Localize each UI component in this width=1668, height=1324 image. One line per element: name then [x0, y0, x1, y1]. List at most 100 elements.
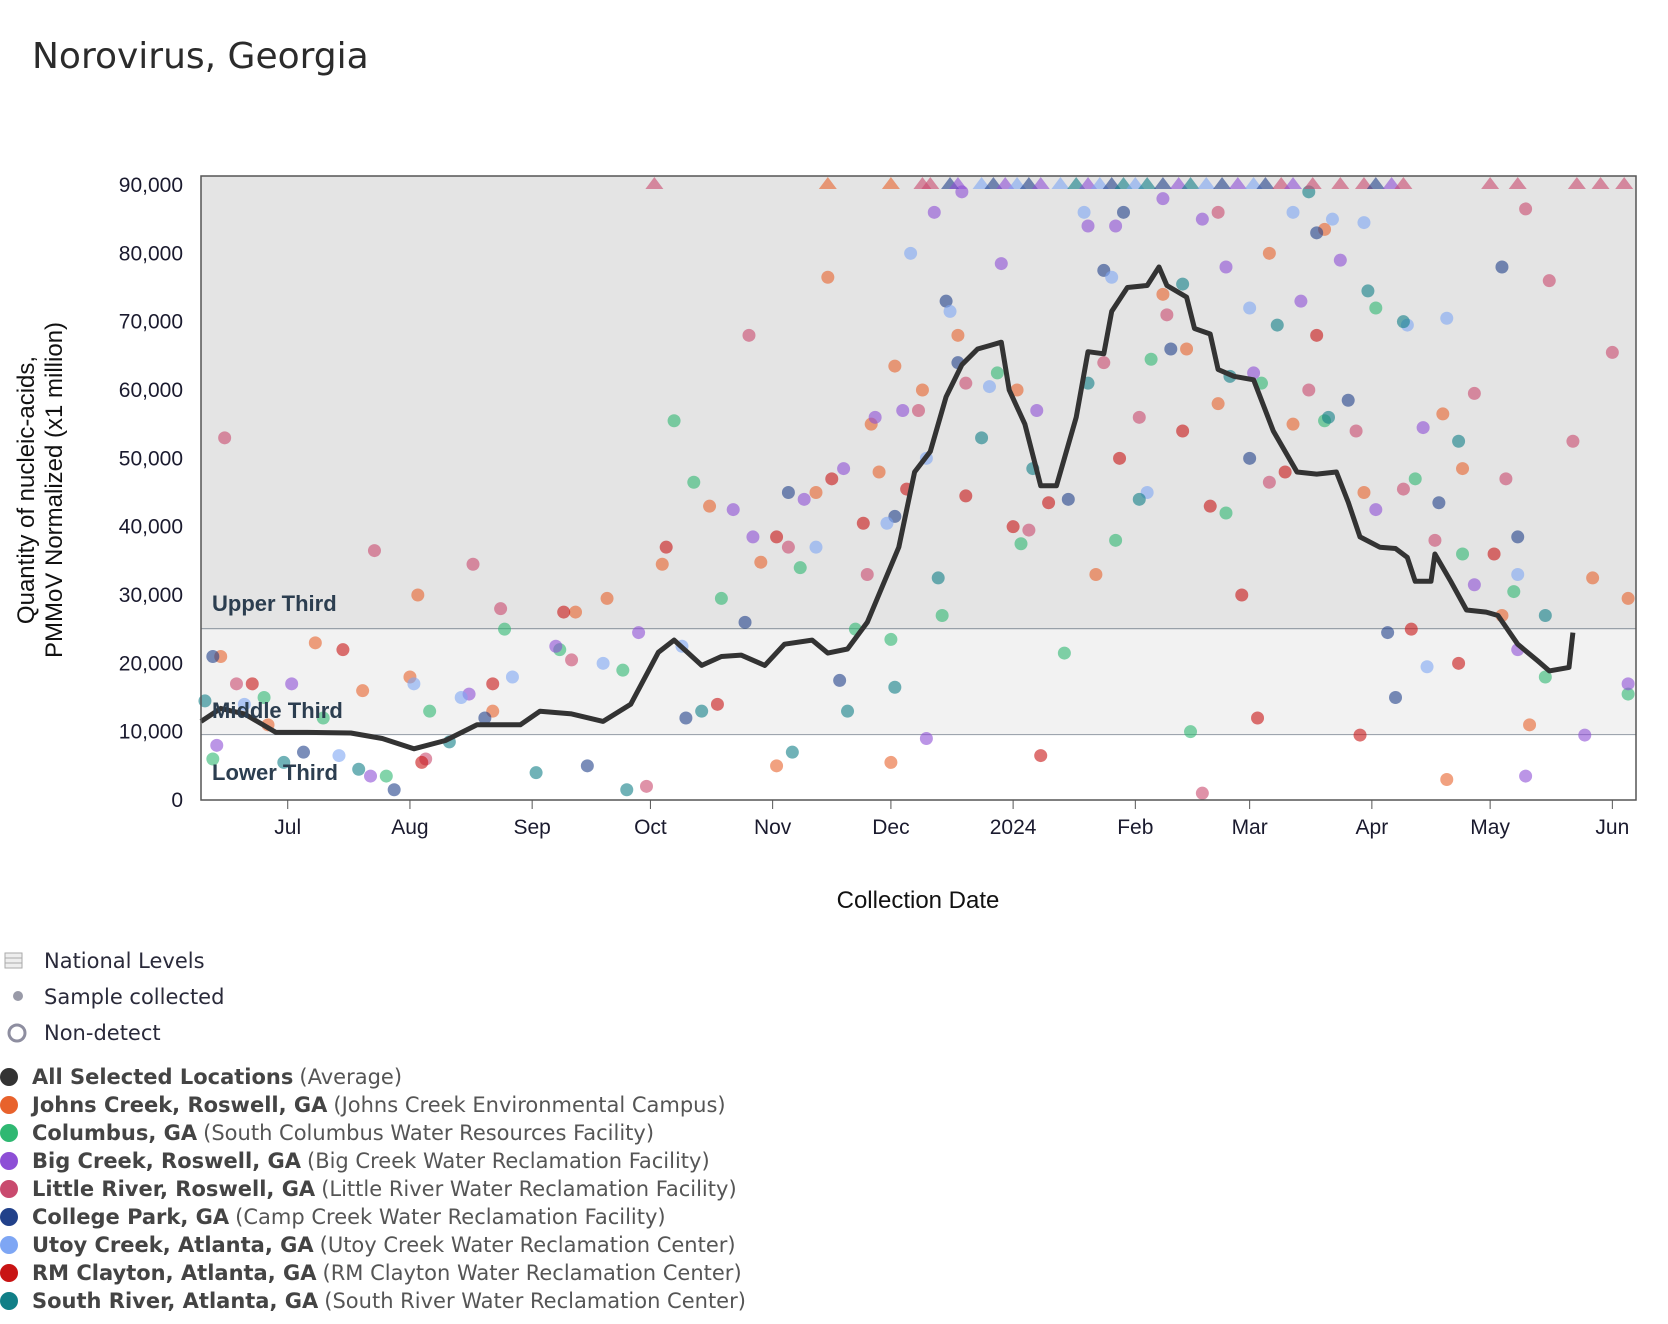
sample-point-columbus[interactable]: [1109, 533, 1123, 547]
sample-point-college-park[interactable]: [206, 650, 220, 663]
sample-point-columbus[interactable]: [1057, 646, 1071, 660]
sample-point-little-river[interactable]: [565, 653, 579, 667]
sample-point-johns-creek[interactable]: [951, 328, 965, 342]
sample-point-big-creek[interactable]: [1294, 294, 1308, 308]
legend-item-rm-clayton[interactable]: RM Clayton, Atlanta, GA (RM Clayton Water…: [0, 1259, 746, 1287]
above-range-marker[interactable]: [1284, 177, 1303, 189]
sample-point-columbus[interactable]: [423, 704, 437, 718]
sample-point-johns-creek[interactable]: [1286, 417, 1300, 431]
legend-item-little-river[interactable]: Little River, Roswell, GA (Little River W…: [0, 1175, 746, 1203]
above-range-marker[interactable]: [1272, 177, 1291, 189]
sample-point-big-creek[interactable]: [632, 626, 646, 640]
sample-point-columbus[interactable]: [1456, 547, 1470, 561]
above-range-marker[interactable]: [1366, 177, 1385, 189]
sample-point-johns-creek[interactable]: [1089, 568, 1103, 581]
sample-point-little-river[interactable]: [1302, 383, 1316, 397]
above-range-marker[interactable]: [1256, 177, 1275, 189]
sample-point-little-river[interactable]: [912, 404, 925, 417]
sample-point-big-creek[interactable]: [1416, 421, 1430, 435]
sample-point-college-park[interactable]: [1495, 260, 1509, 274]
sample-point-rm-clayton[interactable]: [770, 530, 784, 544]
sample-point-big-creek[interactable]: [868, 410, 882, 424]
sample-point-little-river[interactable]: [218, 431, 232, 445]
above-range-marker[interactable]: [984, 177, 1003, 189]
sample-point-big-creek[interactable]: [1156, 192, 1170, 206]
legend-item-south-river[interactable]: South River, Atlanta, GA (South River Wat…: [0, 1287, 746, 1315]
sample-point-south-river[interactable]: [975, 431, 989, 445]
sample-point-south-river[interactable]: [1452, 434, 1466, 448]
sample-point-utoy-creek[interactable]: [880, 516, 894, 530]
sample-point-little-river[interactable]: [1097, 356, 1111, 370]
sample-point-johns-creek[interactable]: [1211, 397, 1225, 411]
sample-point-big-creek[interactable]: [364, 769, 378, 783]
sample-point-big-creek[interactable]: [1247, 366, 1261, 380]
sample-point-big-creek[interactable]: [1519, 769, 1533, 783]
sample-point-big-creek[interactable]: [927, 205, 941, 219]
above-range-marker[interactable]: [1197, 177, 1216, 189]
sample-point-johns-creek[interactable]: [1357, 486, 1371, 499]
sample-point-college-park[interactable]: [478, 711, 492, 725]
above-range-marker[interactable]: [1169, 177, 1188, 189]
sample-point-south-river[interactable]: [1361, 284, 1375, 298]
sample-point-columbus[interactable]: [687, 475, 701, 489]
legend-national-levels[interactable]: National Levels: [4, 943, 224, 979]
sample-point-south-river[interactable]: [695, 704, 709, 718]
sample-point-little-river[interactable]: [1605, 345, 1619, 359]
sample-point-little-river[interactable]: [229, 677, 243, 691]
sample-point-big-creek[interactable]: [549, 639, 563, 653]
sample-point-rm-clayton[interactable]: [1176, 424, 1190, 438]
sample-point-big-creek[interactable]: [1219, 260, 1233, 274]
sample-point-utoy-creek[interactable]: [1420, 660, 1434, 674]
above-range-marker[interactable]: [1567, 177, 1586, 189]
sample-point-johns-creek[interactable]: [1436, 407, 1450, 421]
sample-point-columbus[interactable]: [316, 711, 330, 725]
above-range-marker[interactable]: [1481, 177, 1500, 189]
above-range-marker[interactable]: [881, 177, 900, 189]
sample-point-college-park[interactable]: [1061, 492, 1075, 506]
sample-point-college-park[interactable]: [1381, 626, 1395, 640]
sample-point-little-river[interactable]: [1542, 274, 1556, 288]
above-range-marker[interactable]: [1051, 177, 1070, 189]
sample-point-johns-creek[interactable]: [1010, 383, 1024, 397]
sample-point-college-park[interactable]: [1432, 496, 1446, 510]
sample-point-little-river[interactable]: [367, 544, 381, 558]
above-range-marker[interactable]: [1508, 177, 1527, 189]
sample-point-utoy-creek[interactable]: [1511, 568, 1525, 581]
sample-point-south-river[interactable]: [888, 680, 902, 694]
sample-point-columbus[interactable]: [206, 752, 220, 766]
sample-point-college-park[interactable]: [1389, 691, 1403, 704]
sample-point-little-river[interactable]: [1022, 523, 1036, 537]
sample-point-college-park[interactable]: [1310, 226, 1324, 240]
above-range-marker[interactable]: [1067, 177, 1086, 189]
sample-point-utoy-creek[interactable]: [1243, 301, 1257, 315]
sample-point-columbus[interactable]: [498, 622, 512, 636]
sample-point-college-park[interactable]: [1341, 393, 1355, 407]
sample-point-south-river[interactable]: [352, 762, 366, 776]
sample-point-little-river[interactable]: [1349, 424, 1363, 438]
sample-point-johns-creek[interactable]: [915, 383, 929, 397]
sample-point-big-creek[interactable]: [1467, 578, 1481, 592]
sample-point-rm-clayton[interactable]: [1353, 728, 1367, 742]
sample-point-college-park[interactable]: [580, 759, 594, 773]
sample-point-rm-clayton[interactable]: [1006, 520, 1020, 534]
sample-point-big-creek[interactable]: [896, 404, 910, 417]
sample-point-johns-creek[interactable]: [1262, 246, 1276, 260]
above-range-marker[interactable]: [1126, 177, 1145, 189]
sample-point-college-park[interactable]: [1164, 342, 1178, 356]
sample-point-utoy-creek[interactable]: [1357, 216, 1371, 230]
sample-point-johns-creek[interactable]: [1621, 591, 1635, 605]
sample-point-columbus[interactable]: [1369, 301, 1383, 315]
above-range-marker[interactable]: [1382, 177, 1401, 189]
sample-point-rm-clayton[interactable]: [856, 516, 870, 530]
sample-point-little-river[interactable]: [1195, 786, 1209, 800]
sample-point-south-river[interactable]: [1176, 277, 1190, 291]
sample-point-big-creek[interactable]: [919, 732, 933, 745]
legend-sample-collected[interactable]: Sample collected: [4, 979, 224, 1015]
above-range-marker[interactable]: [1615, 177, 1634, 189]
sample-point-south-river[interactable]: [785, 745, 799, 759]
sample-point-big-creek[interactable]: [210, 738, 224, 752]
sample-point-college-park[interactable]: [939, 294, 953, 308]
sample-point-columbus[interactable]: [616, 663, 630, 677]
sample-point-south-river[interactable]: [277, 755, 291, 769]
sample-point-little-river[interactable]: [860, 568, 874, 581]
